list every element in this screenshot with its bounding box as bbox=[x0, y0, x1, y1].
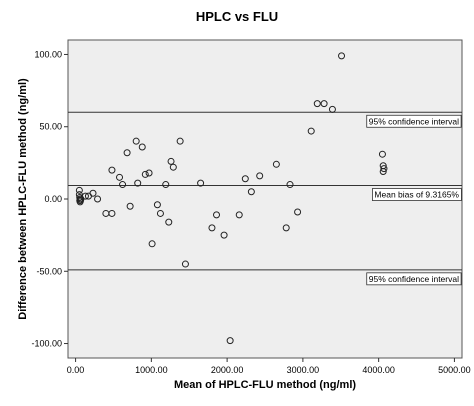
data-point bbox=[380, 165, 388, 173]
reference-line-label-box bbox=[366, 272, 462, 286]
x-tick-label: 4000.00 bbox=[362, 365, 395, 375]
data-point bbox=[141, 170, 149, 178]
data-points bbox=[75, 52, 388, 345]
data-point bbox=[132, 137, 140, 145]
reference-line-label: Mean bias of 9.3165% bbox=[374, 190, 459, 200]
data-point bbox=[123, 149, 131, 157]
y-tick-label: 50.00 bbox=[39, 122, 62, 132]
y-tick-label: -50.00 bbox=[36, 266, 62, 276]
data-point bbox=[148, 240, 156, 248]
data-point bbox=[241, 175, 249, 183]
data-point bbox=[145, 169, 153, 177]
data-point bbox=[226, 337, 234, 345]
data-point bbox=[156, 209, 164, 217]
data-point bbox=[153, 201, 161, 209]
x-axis-ticks: 0.00 1000.00 2000.00 3000.00 4000.00 5000.00 bbox=[67, 358, 471, 375]
y-axis-label: Difference between HPLC-FLU method (ng/m… bbox=[17, 78, 29, 320]
x-tick-label: 3000.00 bbox=[287, 365, 320, 375]
x-tick-label: 1000.00 bbox=[135, 365, 168, 375]
data-point bbox=[338, 52, 346, 60]
reference-line-label-box bbox=[366, 114, 462, 128]
data-point bbox=[138, 143, 146, 151]
chart-title: HPLC vs FLU bbox=[196, 9, 278, 24]
reference-line-label-box bbox=[372, 188, 462, 201]
x-axis-label: Mean of HPLC-FLU method (ng/ml) bbox=[174, 379, 356, 391]
y-tick-label: -100.00 bbox=[31, 339, 62, 349]
data-point bbox=[75, 186, 83, 194]
data-point bbox=[134, 179, 142, 187]
data-point bbox=[272, 160, 280, 168]
data-point bbox=[320, 100, 328, 108]
data-point bbox=[282, 224, 290, 232]
x-tick-label: 0.00 bbox=[67, 365, 85, 375]
data-point bbox=[235, 211, 243, 219]
data-point bbox=[162, 181, 170, 189]
x-tick-label: 5000.00 bbox=[438, 365, 471, 375]
data-point bbox=[108, 209, 116, 217]
data-point bbox=[89, 189, 97, 197]
data-point bbox=[220, 231, 228, 239]
data-point bbox=[313, 100, 321, 108]
reference-line-label: 95% confidence interval bbox=[369, 116, 459, 126]
data-point bbox=[294, 208, 302, 216]
data-point bbox=[116, 173, 124, 181]
y-tick-label: 100.00 bbox=[34, 49, 62, 59]
reference-lines: 95% confidence interval Mean bias of 9.31… bbox=[68, 111, 462, 286]
data-point bbox=[213, 211, 221, 219]
data-point bbox=[208, 224, 216, 232]
data-point bbox=[378, 150, 386, 158]
data-point bbox=[256, 172, 264, 180]
data-point bbox=[126, 202, 134, 210]
x-tick-label: 2000.00 bbox=[211, 365, 244, 375]
reference-line-label: 95% confidence interval bbox=[369, 274, 459, 284]
data-point bbox=[286, 181, 294, 189]
data-point bbox=[108, 166, 116, 174]
data-point bbox=[81, 192, 89, 200]
data-point bbox=[94, 195, 102, 203]
data-point bbox=[176, 137, 184, 145]
data-point bbox=[167, 157, 175, 165]
data-point bbox=[307, 127, 315, 135]
data-point bbox=[379, 168, 387, 176]
data-point bbox=[169, 163, 177, 171]
data-point bbox=[181, 260, 189, 268]
data-point bbox=[247, 188, 255, 196]
data-point bbox=[197, 179, 205, 187]
y-tick-label: 0.00 bbox=[44, 194, 62, 204]
y-axis-ticks: 100.00 50.00 0.00 -50.00 -100.00 bbox=[31, 49, 68, 349]
data-point bbox=[165, 218, 173, 226]
data-point bbox=[119, 181, 127, 189]
data-point bbox=[328, 105, 336, 113]
